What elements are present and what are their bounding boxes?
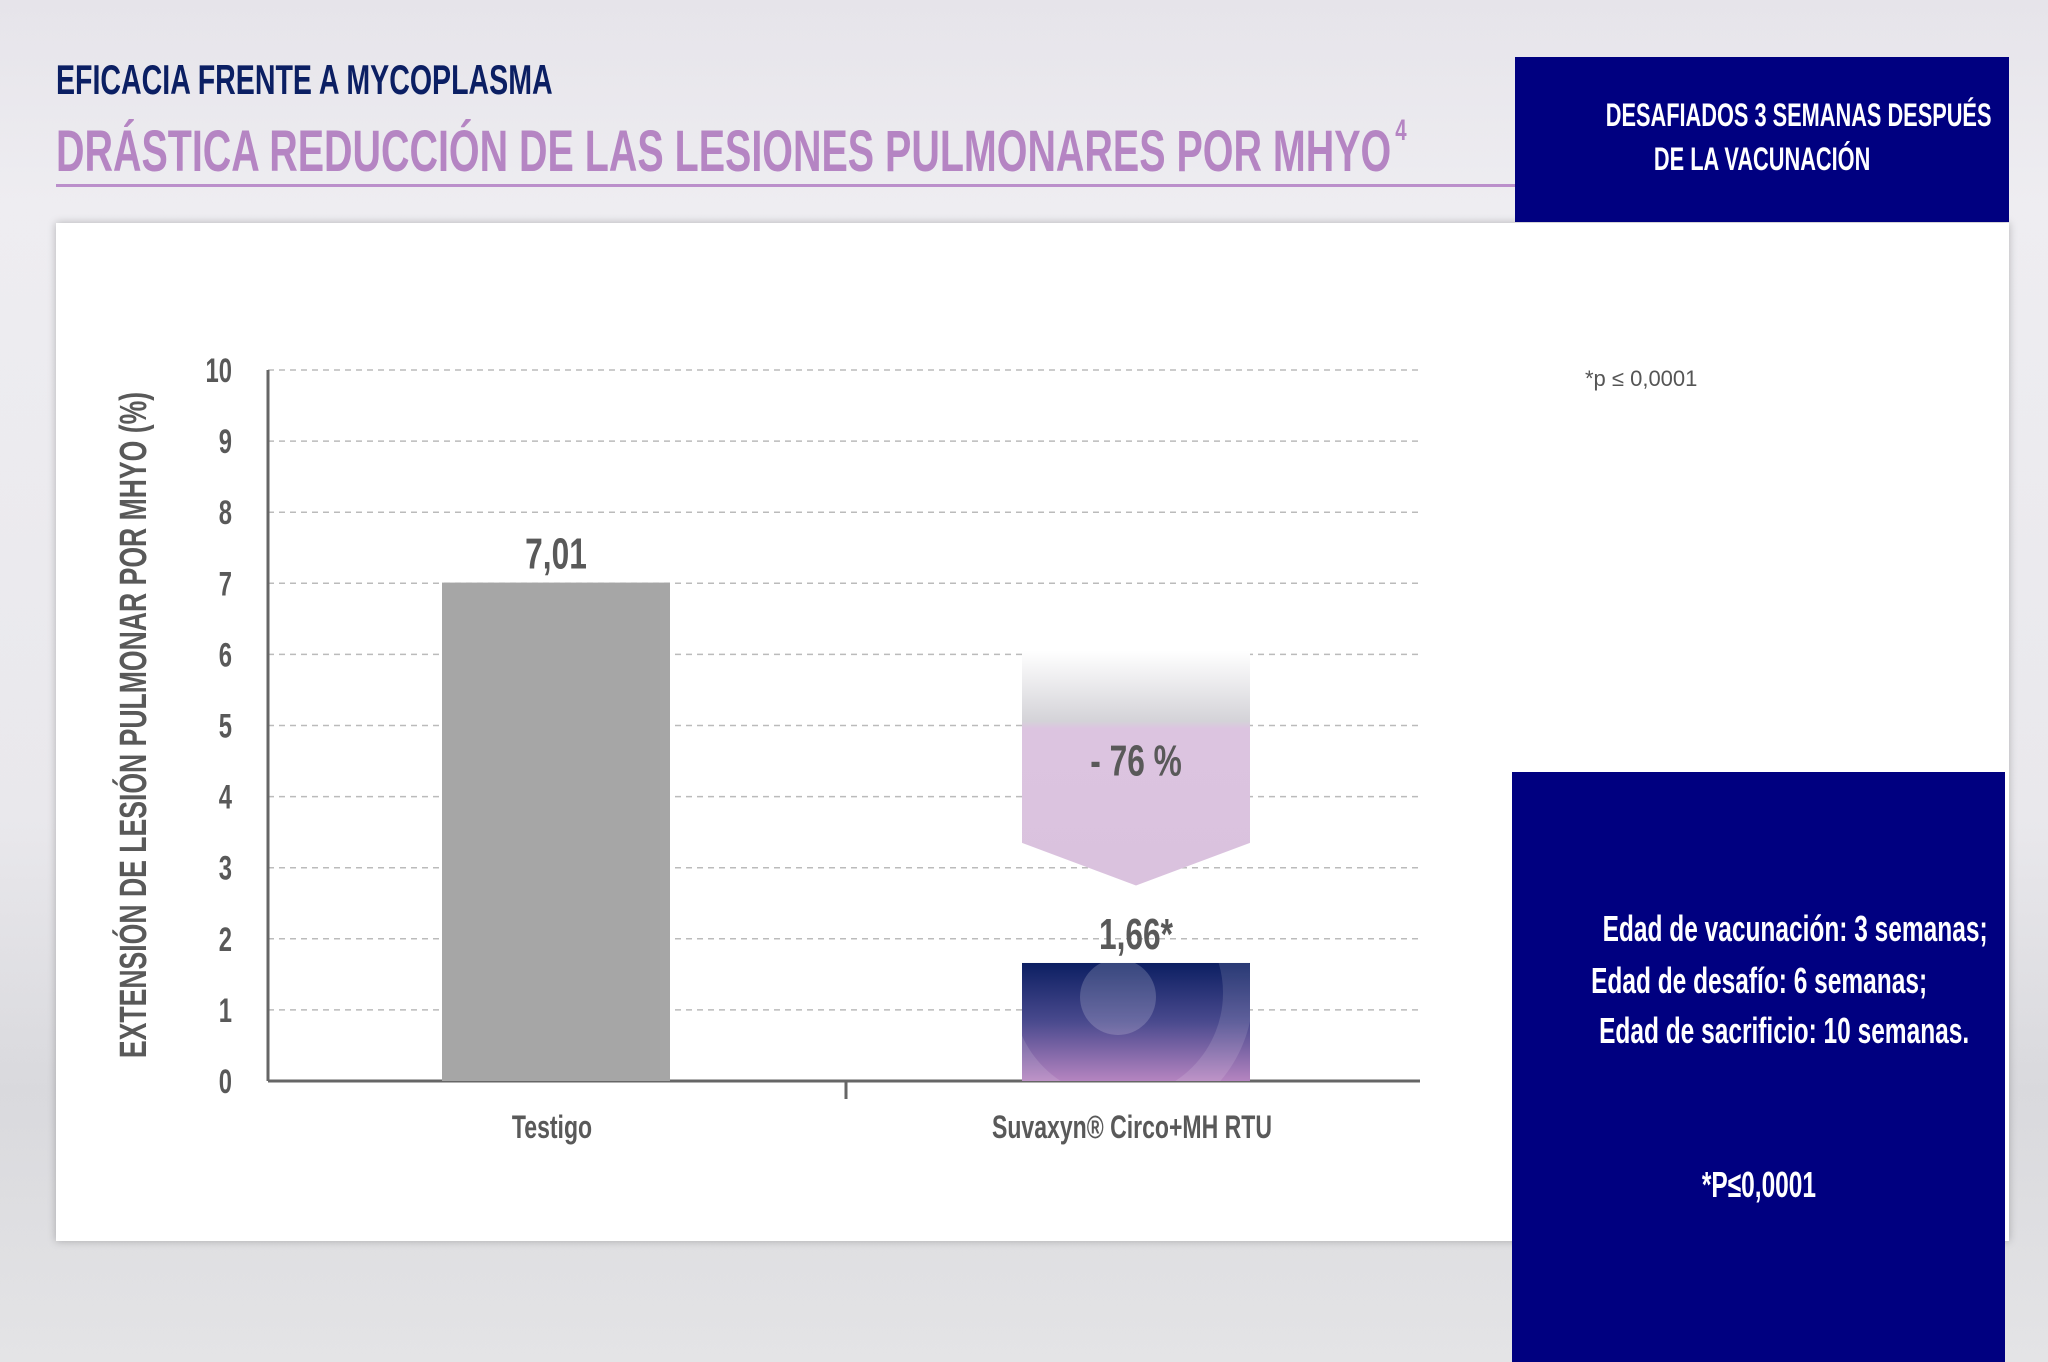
bar-testigo [442, 582, 670, 1081]
title-divider [56, 184, 1516, 187]
y-tick-label: 2 [219, 921, 232, 959]
y-tick-label: 9 [219, 423, 232, 461]
y-tick-label: 0 [219, 1063, 232, 1101]
y-tick-label: 5 [219, 707, 232, 745]
challenge-info-box: DESAFIADOS 3 SEMANAS DESPUÉS DE LA VACUN… [1515, 57, 2009, 222]
reduction-arrow [1022, 650, 1250, 886]
y-tick-label: 4 [219, 778, 233, 816]
y-tick-label: 10 [206, 352, 232, 390]
bar-pattern-circle [1080, 962, 1156, 1035]
y-tick-label: 8 [219, 494, 232, 532]
footnote: *p ≤ 0,0001 [1585, 366, 1698, 391]
reduction-label: - 76 % [1090, 736, 1182, 785]
bar-suvaxyn [1022, 962, 1250, 1081]
page-title: DRÁSTICA REDUCCIÓN DE LAS LESIONES PULMO… [56, 114, 1407, 184]
y-tick-label: 1 [219, 992, 232, 1030]
y-tick-label: 6 [219, 636, 232, 674]
section-title: EFICACIA FRENTE A MYCOPLASMA [56, 56, 553, 103]
data-label: 1,66* [1099, 910, 1173, 959]
y-tick-label: 3 [219, 850, 232, 888]
study-details-box: Edad de vacunación: 3 semanas; Edad de d… [1512, 772, 2005, 1362]
bar-pattern-ring [1022, 962, 1250, 1081]
y-axis-label: EXTENSIÓN DE LESIÓN PULMONAR POR MHYO (%… [111, 392, 154, 1058]
data-label: 7,01 [525, 530, 587, 579]
y-tick-label: 7 [219, 565, 232, 603]
x-tick-label: Suvaxyn® Circo+MH RTU [992, 1109, 1272, 1145]
x-tick-label: Testigo [512, 1109, 592, 1145]
bar-pattern [1022, 962, 1250, 1081]
